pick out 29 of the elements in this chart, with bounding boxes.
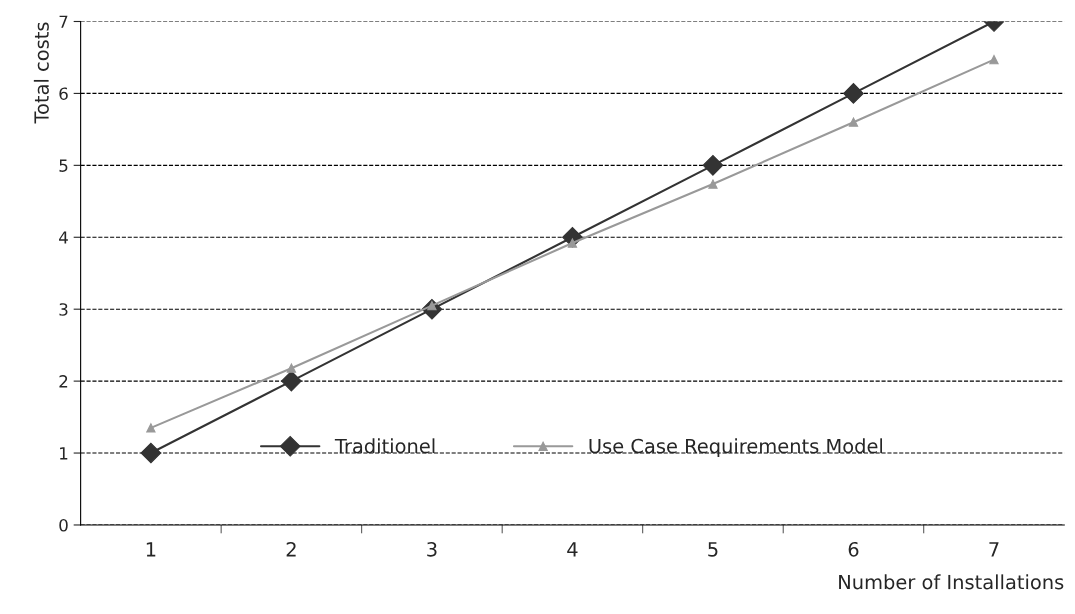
x-tick-label: 1 [146, 542, 156, 557]
y-axis-title: Total costs [33, 22, 49, 124]
point [848, 117, 859, 127]
y-tick-label: 1 [60, 447, 68, 460]
y-tick-label: 6 [59, 87, 68, 100]
x-tick-label: 7 [989, 542, 999, 557]
point [286, 363, 297, 373]
x-tick-label: 2 [286, 541, 296, 557]
y-tick-label: 3 [59, 303, 68, 316]
x-axis-title: Number of Installations [839, 574, 1064, 590]
y-tick-label: 2 [59, 375, 68, 388]
point [146, 423, 156, 433]
point [567, 238, 578, 248]
legend-label: Use Case Requirements Model [589, 438, 883, 458]
y-tick-label: 7 [59, 15, 68, 28]
point [702, 155, 724, 176]
point [843, 83, 864, 104]
y-tick-label: 4 [59, 231, 68, 244]
y-tick-label: 0 [59, 518, 68, 532]
point [989, 54, 999, 65]
legend-label: Traditionel [334, 438, 435, 454]
y-tick-label: 5 [59, 159, 68, 172]
x-tick-label: 3 [427, 541, 437, 557]
x-tick-label: 5 [708, 542, 718, 557]
point [708, 179, 718, 189]
point [281, 370, 302, 392]
point [140, 442, 162, 464]
x-tick-label: 4 [567, 542, 578, 557]
x-tick-label: 6 [848, 541, 859, 557]
